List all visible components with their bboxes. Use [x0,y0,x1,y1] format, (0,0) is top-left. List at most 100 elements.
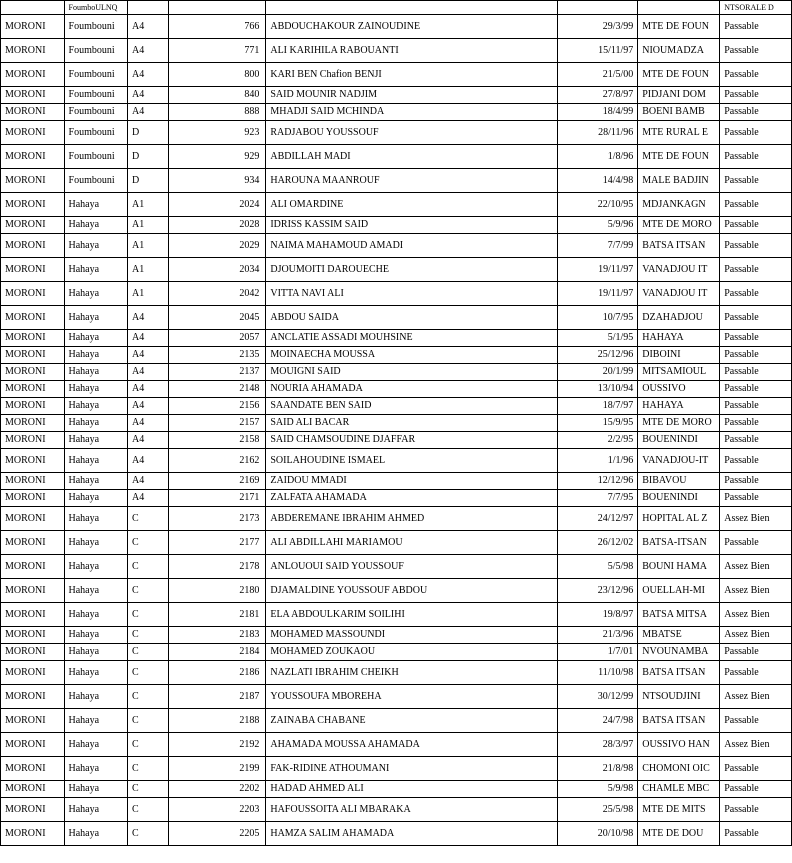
cell-region: MORONI [1,781,65,798]
table-row: MORONIHahayaA12029NAIMA MAHAMOUD AMADI7/… [1,234,792,258]
cell-date: 10/7/95 [558,306,638,330]
cell-commune: Hahaya [64,685,128,709]
cell-region: MORONI [1,473,65,490]
cell-num: 2024 [169,193,266,217]
cell-num: 2184 [169,644,266,661]
cell-commune: Hahaya [64,306,128,330]
cell-name: NOURIA AHAMADA [266,381,558,398]
cell-commune: Hahaya [64,531,128,555]
cell-num: 2186 [169,661,266,685]
table-row: MORONIHahayaA42169ZAIDOU MMADI12/12/96BI… [1,473,792,490]
cell-series: C [128,603,169,627]
table-row: MORONIHahayaC2181ELA ABDOULKARIM SOILIHI… [1,603,792,627]
cell-region: MORONI [1,87,65,104]
cell-series: D [128,145,169,169]
cell-series: A4 [128,39,169,63]
cell-region: MORONI [1,381,65,398]
cell-series: C [128,644,169,661]
cell-region: MORONI [1,306,65,330]
cell-mention: Passable [720,473,792,490]
cell-date: 15/11/97 [558,39,638,63]
cell-mention: Assez Bien [720,603,792,627]
cell-commune: Foumbouni [64,121,128,145]
cell-region: MORONI [1,258,65,282]
cell-name: NAZLATI IBRAHIM CHEIKH [266,661,558,685]
cell-commune: Hahaya [64,781,128,798]
cell-name: ZAIDOU MMADI [266,473,558,490]
cell-series: C [128,685,169,709]
cell-series: C [128,531,169,555]
cell-name: MOHAMED MASSOUNDI [266,627,558,644]
cell-series: C [128,822,169,846]
cell-place: CHOMONI OIC [638,757,720,781]
cell-mention: Passable [720,282,792,306]
cell-region: MORONI [1,39,65,63]
table-row: MORONIFoumbouniA4888MHADJI SAID MCHINDA1… [1,104,792,121]
cell-series: A4 [128,473,169,490]
cell-mention: Passable [720,822,792,846]
cell-commune: Hahaya [64,644,128,661]
cell-num: 2205 [169,822,266,846]
cell-place: OUELLAH-MI [638,579,720,603]
table-header-row: FoumboULNQNTSORALE D [1,1,792,15]
table-row: MORONIHahayaA12024ALI OMARDINE22/10/95MD… [1,193,792,217]
cell-date: 1/7/01 [558,644,638,661]
cell-date: 5/9/98 [558,781,638,798]
cell-region: MORONI [1,627,65,644]
cell-commune: Foumbouni [64,104,128,121]
cell-place: MTE DE FOUN [638,145,720,169]
cell-num: 766 [169,15,266,39]
cell-num: 923 [169,121,266,145]
cell-date: 1/1/96 [558,449,638,473]
cell-commune: Hahaya [64,432,128,449]
cell-place: MTE DE FOUN [638,15,720,39]
cell-commune: Foumbouni [64,169,128,193]
table-row: MORONIHahayaA42137MOUIGNI SAID20/1/99MIT… [1,364,792,381]
table-row: MORONIFoumbouniA4766ABDOUCHAKOUR ZAINOUD… [1,15,792,39]
table-row: MORONIFoumbouniA4840SAID MOUNIR NADJIM27… [1,87,792,104]
cell-region: MORONI [1,121,65,145]
table-row: MORONIHahayaC2183MOHAMED MASSOUNDI21/3/9… [1,627,792,644]
table-row: MORONIHahayaA12028IDRISS KASSIM SAID5/9/… [1,217,792,234]
cell-commune: Hahaya [64,217,128,234]
cell-series: A4 [128,104,169,121]
cell-region: MORONI [1,330,65,347]
cell-name: KARI BEN Chafion BENJI [266,63,558,87]
cell-date: 19/8/97 [558,603,638,627]
cell-num: 2057 [169,330,266,347]
cell-mention: Assez Bien [720,507,792,531]
table-row: MORONIHahayaC2199FAK-RIDINE ATHOUMANI21/… [1,757,792,781]
cell-commune: Foumbouni [64,15,128,39]
cell-name: ABDILLAH MADI [266,145,558,169]
cell-place: BATSA ITSAN [638,234,720,258]
table-row: MORONIHahayaC2173ABDEREMANE IBRAHIM AHME… [1,507,792,531]
cell-series: A1 [128,217,169,234]
cell-place: HOPITAL AL Z [638,507,720,531]
cell-commune: Hahaya [64,258,128,282]
cell-commune: Hahaya [64,627,128,644]
cell-place: BATSA MITSA [638,603,720,627]
cell-commune: Hahaya [64,661,128,685]
cell-region: MORONI [1,15,65,39]
cell-num: 2171 [169,490,266,507]
cell-place: DZAHADJOU [638,306,720,330]
cell-num: 2173 [169,507,266,531]
cell-region: MORONI [1,531,65,555]
cell-commune: Hahaya [64,381,128,398]
table-row: MORONIHahayaC2188ZAINABA CHABANE24/7/98B… [1,709,792,733]
cell-date: 7/7/95 [558,490,638,507]
cell-mention: Passable [720,449,792,473]
cell-commune: Hahaya [64,398,128,415]
cell-region: MORONI [1,733,65,757]
cell-name: ABDOU SAIDA [266,306,558,330]
cell-series: C [128,709,169,733]
cell-series: A1 [128,258,169,282]
cell-region: MORONI [1,104,65,121]
table-row: MORONIHahayaC2203HAFOUSSOITA ALI MBARAKA… [1,798,792,822]
header-cell [1,1,65,15]
cell-name: SAID CHAMSOUDINE DJAFFAR [266,432,558,449]
cell-region: MORONI [1,217,65,234]
cell-date: 29/3/99 [558,15,638,39]
cell-num: 2188 [169,709,266,733]
cell-place: MTE DE DOU [638,822,720,846]
